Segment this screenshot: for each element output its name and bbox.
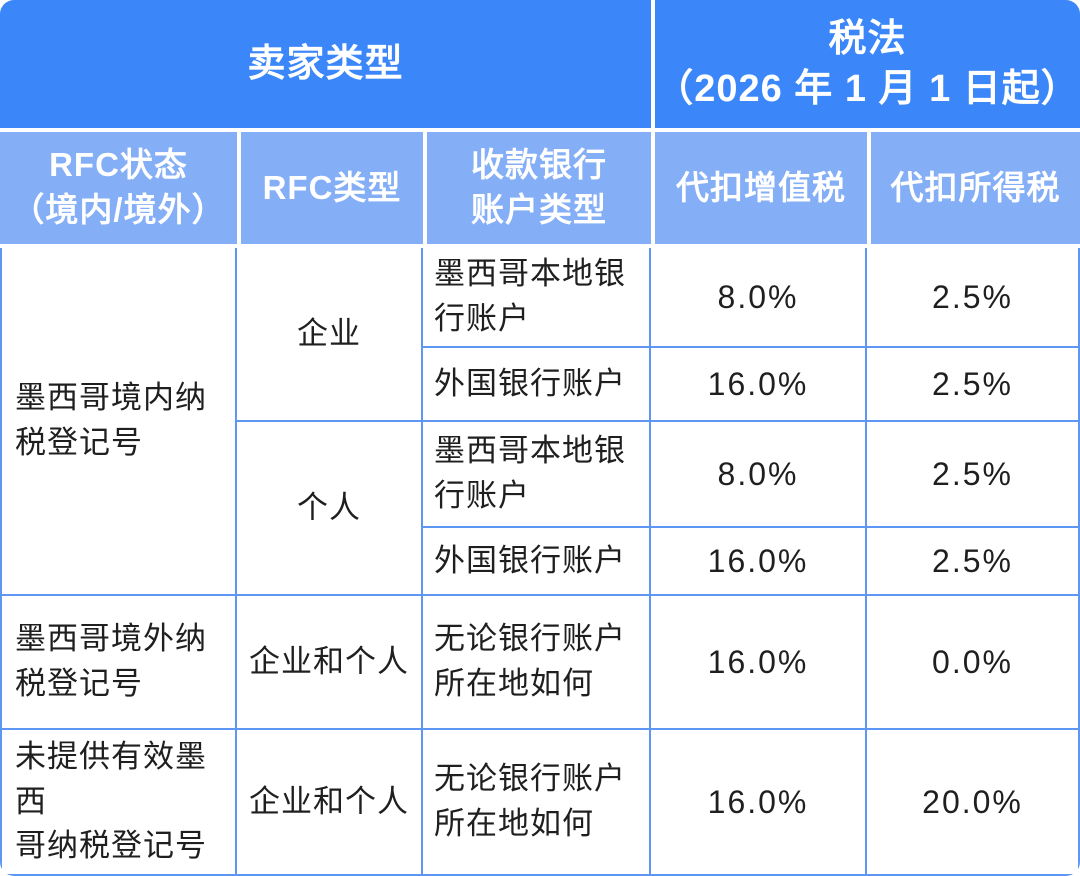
cell-income-rate-r2: 2.5%: [867, 348, 1080, 422]
table-row: 外国银行账户 16.0% 2.5%: [0, 528, 1080, 596]
table-row: 未提供有效墨西 哥纳税登记号 企业和个人 无论银行账户 所在地如何 16.0% …: [0, 730, 1080, 876]
col-header-rfc-status: RFC状态 （境内/境外）: [0, 132, 237, 248]
cell-bank-any-invalid: 无论银行账户 所在地如何: [423, 730, 652, 876]
cell-bank-local-individual: 墨西哥本地银 行账户: [423, 422, 652, 528]
cell-income-rate-r4: 2.5%: [867, 528, 1080, 596]
cell-bank-foreign-business: 外国银行账户: [423, 348, 652, 422]
cell-vat-rate-r5: 16.0%: [651, 596, 868, 730]
column-header-row: RFC状态 （境内/境外） RFC类型 收款银行 账户类型 代扣增值税 代扣所得…: [0, 132, 1080, 248]
cell-income-rate-r5: 0.0%: [867, 596, 1080, 730]
header-seller-type: 卖家类型: [0, 0, 652, 132]
table-row: 墨西哥境外纳 税登记号 企业和个人 无论银行账户 所在地如何 16.0% 0.0…: [0, 596, 1080, 730]
table-row: 墨西哥境内纳 税登记号 企业 墨西哥本地银 行账户 8.0% 2.5%: [0, 248, 1080, 596]
cell-entity-business: 企业: [237, 248, 423, 422]
cell-rfc-invalid: 未提供有效墨西 哥纳税登记号: [0, 730, 237, 876]
table-row: 个人 墨西哥本地银 行账户 8.0% 2.5%: [0, 422, 1080, 596]
col-header-withholding-income-tax: 代扣所得税: [867, 132, 1080, 248]
cell-bank-any-foreign: 无论银行账户 所在地如何: [423, 596, 652, 730]
col-header-rfc-type: RFC类型: [237, 132, 423, 248]
cell-rfc-domestic: 墨西哥境内纳 税登记号: [0, 248, 237, 596]
header-tax-law: 税法 （2026 年 1 月 1 日起）: [651, 0, 1080, 132]
cell-vat-rate-r4: 16.0%: [651, 528, 868, 596]
cell-entity-both-foreign: 企业和个人: [237, 596, 423, 730]
col-header-bank-account-type: 收款银行 账户类型: [423, 132, 652, 248]
cell-entity-individual: 个人: [237, 422, 423, 596]
cell-income-rate-r1: 2.5%: [867, 248, 1080, 348]
cell-bank-local-business: 墨西哥本地银 行账户: [423, 248, 652, 348]
cell-income-rate-r6: 20.0%: [867, 730, 1080, 876]
table-row: 外国银行账户 16.0% 2.5%: [0, 348, 1080, 422]
cell-entity-both-invalid: 企业和个人: [237, 730, 423, 876]
cell-vat-rate-r3: 8.0%: [651, 422, 868, 528]
cell-vat-rate-r2: 16.0%: [651, 348, 868, 422]
cell-vat-rate-r6: 16.0%: [651, 730, 868, 876]
cell-income-rate-r3: 2.5%: [867, 422, 1080, 528]
cell-rfc-foreign: 墨西哥境外纳 税登记号: [0, 596, 237, 730]
cell-bank-foreign-individual: 外国银行账户: [423, 528, 652, 596]
header-group-row: 卖家类型 税法 （2026 年 1 月 1 日起）: [0, 0, 1080, 132]
cell-vat-rate-r1: 8.0%: [651, 248, 868, 348]
col-header-withholding-vat: 代扣增值税: [651, 132, 868, 248]
